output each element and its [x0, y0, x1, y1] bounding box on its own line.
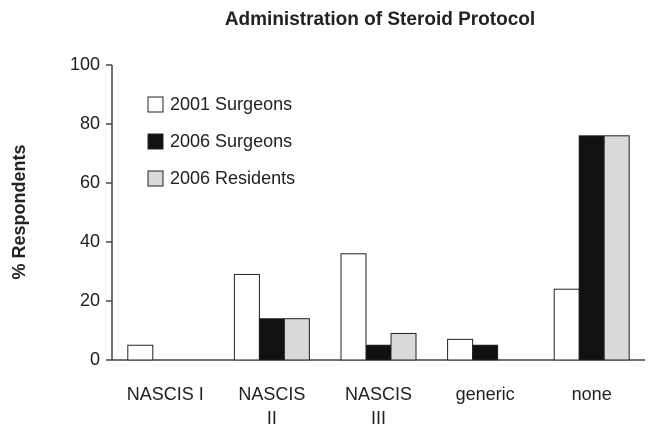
legend-swatch	[147, 96, 164, 113]
x-tick-label: NASCIS I	[126, 384, 204, 404]
bar	[472, 344, 499, 361]
bar	[390, 332, 417, 361]
bar	[553, 288, 580, 361]
legend-swatch	[147, 133, 164, 150]
x-tick-label: generic	[455, 384, 515, 404]
x-tick-label: NASCIS III	[344, 384, 413, 428]
legend-swatch	[147, 170, 164, 187]
y-tick-label: 80	[80, 113, 100, 133]
y-tick-label: 0	[90, 349, 100, 369]
bar	[283, 318, 310, 361]
bar	[340, 253, 367, 361]
bar	[258, 318, 285, 361]
bar	[127, 344, 154, 361]
x-tick-label: NASCIS II	[238, 384, 306, 428]
y-axis-label: % Respondents	[9, 144, 29, 279]
y-tick-label: 100	[70, 54, 100, 74]
bar	[365, 344, 392, 361]
chart-title: Administration of Steroid Protocol	[225, 9, 535, 30]
legend-label: 2001 Surgeons	[170, 94, 292, 114]
legend-label: 2006 Surgeons	[170, 131, 292, 151]
y-tick-label: 40	[80, 231, 100, 251]
bar	[578, 135, 605, 361]
legend-label: 2006 Residents	[170, 168, 295, 188]
x-tick-label: none	[571, 384, 612, 404]
bar	[233, 273, 260, 361]
y-tick-label: 60	[80, 172, 100, 192]
bar	[603, 135, 630, 361]
bar	[447, 338, 474, 361]
y-tick-label: 20	[80, 290, 100, 310]
